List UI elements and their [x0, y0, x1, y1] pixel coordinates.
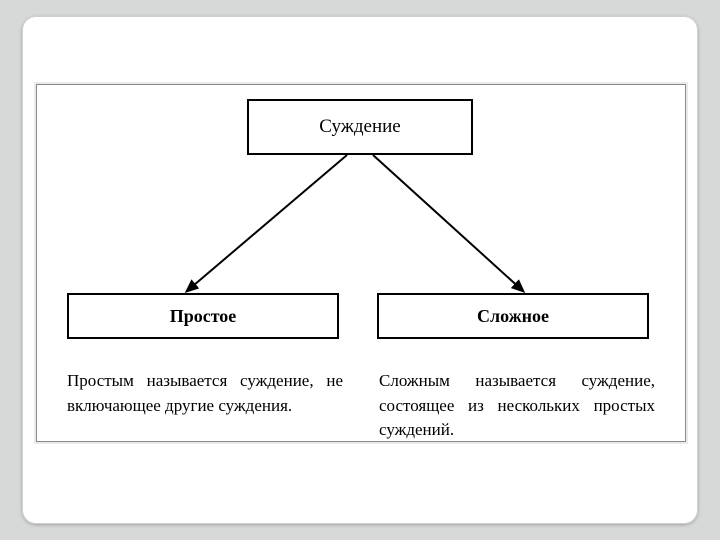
right-child-node: Сложное — [377, 293, 649, 339]
left-child-description: Простым называется суждение, не вклю­чаю… — [67, 369, 343, 418]
right-child-description: Сложным называется суждение, состо­ящее … — [379, 369, 655, 443]
slide-frame: Суждение Простое Сложное Простым называе… — [22, 16, 698, 524]
root-node: Суждение — [247, 99, 473, 155]
edge-root-to-right — [373, 155, 523, 291]
right-child-label: Сложное — [477, 306, 549, 327]
diagram-panel: Суждение Простое Сложное Простым называе… — [36, 84, 686, 442]
left-child-label: Простое — [170, 306, 237, 327]
left-child-node: Простое — [67, 293, 339, 339]
root-node-label: Суждение — [319, 116, 400, 138]
edge-root-to-left — [187, 155, 347, 291]
